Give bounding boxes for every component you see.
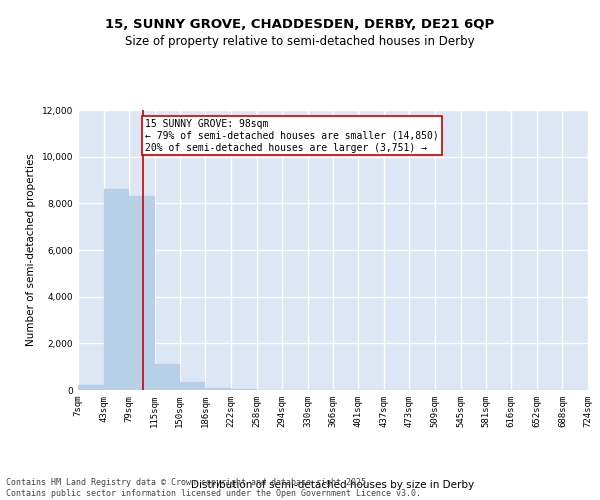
Text: 15, SUNNY GROVE, CHADDESDEN, DERBY, DE21 6QP: 15, SUNNY GROVE, CHADDESDEN, DERBY, DE21… bbox=[106, 18, 494, 30]
Text: Contains HM Land Registry data © Crown copyright and database right 2025.
Contai: Contains HM Land Registry data © Crown c… bbox=[6, 478, 421, 498]
Text: 15 SUNNY GROVE: 98sqm
← 79% of semi-detached houses are smaller (14,850)
20% of : 15 SUNNY GROVE: 98sqm ← 79% of semi-deta… bbox=[145, 120, 439, 152]
X-axis label: Distribution of semi-detached houses by size in Derby: Distribution of semi-detached houses by … bbox=[191, 480, 475, 490]
Bar bbox=[180, 382, 205, 390]
Bar bbox=[231, 389, 257, 390]
Bar bbox=[104, 190, 129, 390]
Bar bbox=[129, 196, 155, 390]
Bar bbox=[78, 386, 104, 390]
Bar bbox=[205, 388, 231, 390]
Bar bbox=[155, 364, 180, 390]
Y-axis label: Number of semi-detached properties: Number of semi-detached properties bbox=[26, 154, 36, 346]
Text: Size of property relative to semi-detached houses in Derby: Size of property relative to semi-detach… bbox=[125, 35, 475, 48]
